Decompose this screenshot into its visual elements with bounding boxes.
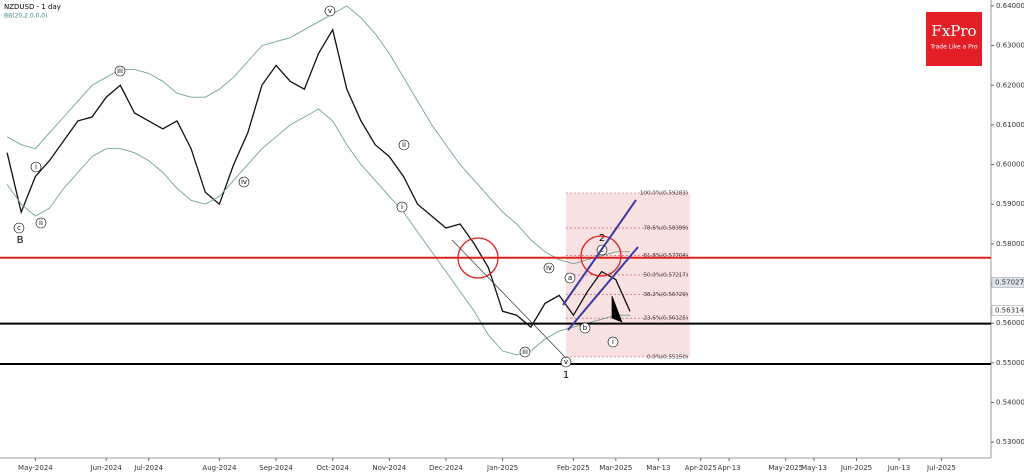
price-marker-label: 0.56314 xyxy=(995,307,1024,315)
wave-label: i xyxy=(401,203,403,211)
x-tick-label: Jun-13 xyxy=(887,464,910,472)
x-tick-label: Mar-2025 xyxy=(599,464,632,472)
wave-label: iv xyxy=(546,264,552,272)
indicator-label: BB(20,2.0,0,0) xyxy=(4,13,47,20)
wave-label: 1 xyxy=(563,370,569,381)
wave-marker xyxy=(35,217,47,229)
wave-marker xyxy=(560,356,572,368)
x-tick-label: Oct-2024 xyxy=(316,464,349,472)
wave-label: c xyxy=(17,224,21,232)
logo-text: FxPro xyxy=(931,22,976,40)
y-tick-label: 0.58000 xyxy=(996,240,1024,248)
fib-label: 78.6%(0.58399) xyxy=(643,226,688,232)
wave-marker xyxy=(398,139,410,151)
x-tick-label: May-2024 xyxy=(18,464,53,472)
x-tick-label: Mar-13 xyxy=(646,464,670,472)
fib-label: 100.0%(0.59283) xyxy=(640,190,688,196)
x-tick-label: Jul-2025 xyxy=(926,464,956,472)
y-tick-label: 0.54000 xyxy=(996,398,1024,406)
y-tick-label: 0.64000 xyxy=(996,2,1024,10)
x-tick-label: Jul-2024 xyxy=(133,464,163,472)
wave-marker xyxy=(114,65,126,77)
wave-label: b xyxy=(583,324,588,332)
y-tick-label: 0.53000 xyxy=(996,438,1024,446)
y-tick-label: 0.63000 xyxy=(996,42,1024,50)
wave-label: i xyxy=(612,338,614,346)
wave-marker xyxy=(564,272,576,284)
highlight-circle xyxy=(457,237,499,279)
wave-label: v xyxy=(564,358,568,366)
x-tick-label: Jun-2024 xyxy=(90,464,123,472)
price-marker-label: 0.57027 xyxy=(995,278,1024,286)
fib-label: 23.6%(0.56125) xyxy=(643,316,688,322)
fib-label: 50.0%(0.57217) xyxy=(643,272,688,278)
x-tick-label: Dec-2024 xyxy=(429,464,463,472)
wave-label: B xyxy=(17,235,24,246)
wave-marker xyxy=(13,222,25,234)
price-marker xyxy=(991,277,1024,288)
x-tick-label: Aug-2024 xyxy=(202,464,237,472)
fib-label: 0.0%(0.55150) xyxy=(647,354,688,360)
logo xyxy=(926,12,982,66)
arrow xyxy=(611,295,623,323)
chart-title: NZDUSD - 1 day xyxy=(4,3,61,11)
channel-line xyxy=(562,199,637,306)
x-tick-label: Jun-2025 xyxy=(840,464,872,472)
x-tick-label: Nov-2024 xyxy=(372,464,406,472)
y-tick-label: 0.61000 xyxy=(996,121,1024,129)
wave-marker xyxy=(30,161,42,173)
wave-marker xyxy=(396,201,408,213)
y-tick-label: 0.56000 xyxy=(996,319,1024,327)
y-tick-label: 0.62000 xyxy=(996,81,1024,89)
x-tick-label: Sep-2024 xyxy=(259,464,293,472)
fib-label: 61.8%(0.57704) xyxy=(643,253,688,259)
wave-marker xyxy=(324,5,336,17)
x-tick-label: Jan-2025 xyxy=(486,464,518,472)
trend-line xyxy=(451,239,567,359)
wave-label: 2 xyxy=(599,233,605,244)
channel-line xyxy=(567,246,639,331)
wave-label: a xyxy=(568,274,572,282)
highlight-circle xyxy=(580,235,622,277)
wave-marker xyxy=(607,336,619,348)
wave-label: v xyxy=(328,7,332,15)
logo-tagline: Trade Like a Pro xyxy=(929,44,978,51)
wave-label: iii xyxy=(522,348,528,356)
wave-marker xyxy=(519,346,531,358)
wave-marker xyxy=(543,262,555,274)
wave-marker xyxy=(238,176,250,188)
x-tick-label: Feb-2025 xyxy=(557,464,590,472)
price-marker xyxy=(991,305,1024,316)
x-tick-label: May-13 xyxy=(801,464,827,472)
wave-marker xyxy=(579,322,591,334)
wave-label: iii xyxy=(117,67,123,75)
wave-label: iv xyxy=(241,178,247,186)
fib-label: 38.2%(0.56729) xyxy=(643,292,688,298)
y-tick-label: 0.59000 xyxy=(996,200,1024,208)
band-line xyxy=(6,5,630,265)
y-tick-label: 0.60000 xyxy=(996,161,1024,169)
wave-label: i xyxy=(35,163,37,171)
wave-label: ii xyxy=(402,141,406,149)
y-tick-label: 0.55000 xyxy=(996,359,1024,367)
x-tick-label: Apr-13 xyxy=(718,464,741,472)
wave-label: ii xyxy=(39,219,43,227)
x-tick-label: Apr-2025 xyxy=(685,464,717,472)
x-tick-label: May-2025 xyxy=(768,464,803,472)
